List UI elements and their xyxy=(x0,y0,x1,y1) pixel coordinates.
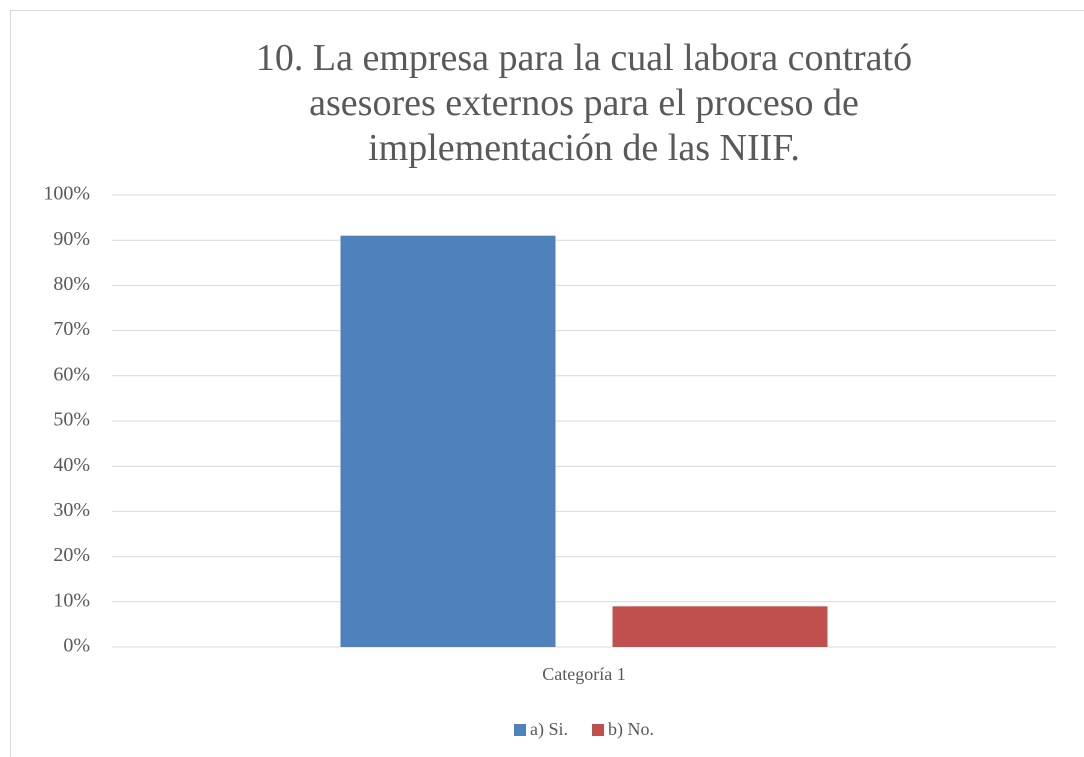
y-tick-label: 70% xyxy=(53,318,90,340)
y-tick-label: 80% xyxy=(53,273,90,295)
chart-frame xyxy=(10,10,1084,757)
y-tick-label: 60% xyxy=(53,363,90,385)
y-tick-label: 10% xyxy=(53,589,90,611)
y-tick-label: 50% xyxy=(53,409,90,431)
chart-title: 10. La empresa para la cual labora contr… xyxy=(255,37,913,169)
y-tick-label: 90% xyxy=(53,228,90,250)
legend-swatch xyxy=(592,724,604,736)
bar xyxy=(340,235,556,647)
y-tick-label: 20% xyxy=(53,544,90,566)
y-tick-label: 0% xyxy=(63,635,90,657)
legend-label: b) No. xyxy=(608,719,654,740)
y-tick-label: 30% xyxy=(53,499,90,521)
bar xyxy=(612,606,828,647)
y-tick-label: 40% xyxy=(53,454,90,476)
x-tick-label: Categoría 1 xyxy=(542,664,625,684)
y-tick-label: 100% xyxy=(43,183,90,205)
legend-label: a) Si. xyxy=(530,719,568,740)
legend-swatch xyxy=(514,724,526,736)
